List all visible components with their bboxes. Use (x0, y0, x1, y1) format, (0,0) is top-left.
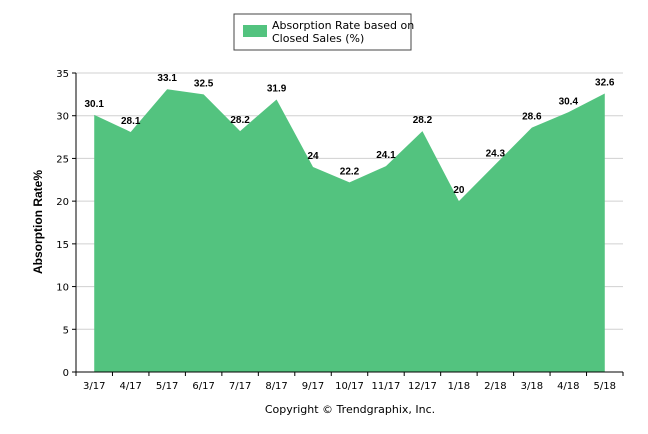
data-label: 24 (307, 151, 319, 162)
data-label: 30.1 (84, 99, 104, 110)
data-label: 30.4 (559, 96, 579, 107)
data-label: 28.2 (413, 115, 433, 126)
x-tick-label: 9/17 (302, 381, 324, 392)
data-label: 31.9 (267, 83, 287, 94)
legend-line-2: Closed Sales (%) (272, 32, 364, 45)
data-label: 28.6 (522, 112, 542, 123)
y-tick-label: 0 (63, 368, 69, 379)
axes (72, 72, 624, 376)
x-tick-label: 11/17 (372, 381, 401, 392)
data-label: 24.3 (486, 148, 506, 159)
data-label: 28.1 (121, 116, 141, 127)
copyright-footer: Copyright © Trendgraphix, Inc. (265, 403, 435, 416)
legend-swatch (243, 25, 267, 37)
data-label: 20 (453, 185, 465, 196)
x-tick-label: 1/18 (448, 381, 470, 392)
x-tick-label: 12/17 (408, 381, 437, 392)
x-tick-label: 7/17 (229, 381, 251, 392)
x-tick-label: 5/17 (156, 381, 178, 392)
x-tick-label: 10/17 (335, 381, 364, 392)
data-label: 22.2 (340, 166, 360, 177)
x-tick-label: 2/18 (484, 381, 506, 392)
x-tick-label: 8/17 (265, 381, 287, 392)
x-tick-label: 4/18 (557, 381, 579, 392)
x-tick-label: 4/17 (119, 381, 141, 392)
x-tick-labels: 3/17 4/17 5/17 6/17 7/17 8/17 9/17 10/17 11/17 12… (83, 381, 616, 392)
legend-line-1: Absorption Rate based on (272, 19, 414, 32)
y-axis-title: Absorption Rate% (31, 170, 45, 274)
y-tick-label: 20 (56, 197, 69, 208)
x-tick-label: 3/17 (83, 381, 105, 392)
y-tick-label: 35 (56, 69, 69, 80)
data-labels: 30.1 28.1 33.1 32.5 28.2 31.9 24 22.2 24.1 28.2 20… (84, 73, 614, 196)
x-tick-label: 3/18 (521, 381, 543, 392)
y-tick-label: 10 (56, 283, 69, 294)
data-label: 32.6 (595, 78, 615, 89)
y-tick-labels: 0 5 10 15 20 25 30 35 (56, 69, 69, 379)
y-tick-label: 30 (56, 112, 69, 123)
data-label: 28.2 (230, 115, 250, 126)
data-label: 24.1 (376, 150, 396, 161)
legend: Absorption Rate based on Closed Sales (%… (233, 13, 414, 51)
y-tick-label: 25 (56, 154, 69, 165)
data-label: 33.1 (157, 73, 177, 84)
y-tick-label: 5 (63, 325, 69, 336)
data-label: 32.5 (194, 78, 214, 89)
area-fill (94, 89, 605, 372)
x-tick-label: 5/18 (594, 381, 616, 392)
x-tick-label: 6/17 (192, 381, 214, 392)
area-series (94, 89, 605, 372)
y-tick-label: 15 (56, 240, 69, 251)
